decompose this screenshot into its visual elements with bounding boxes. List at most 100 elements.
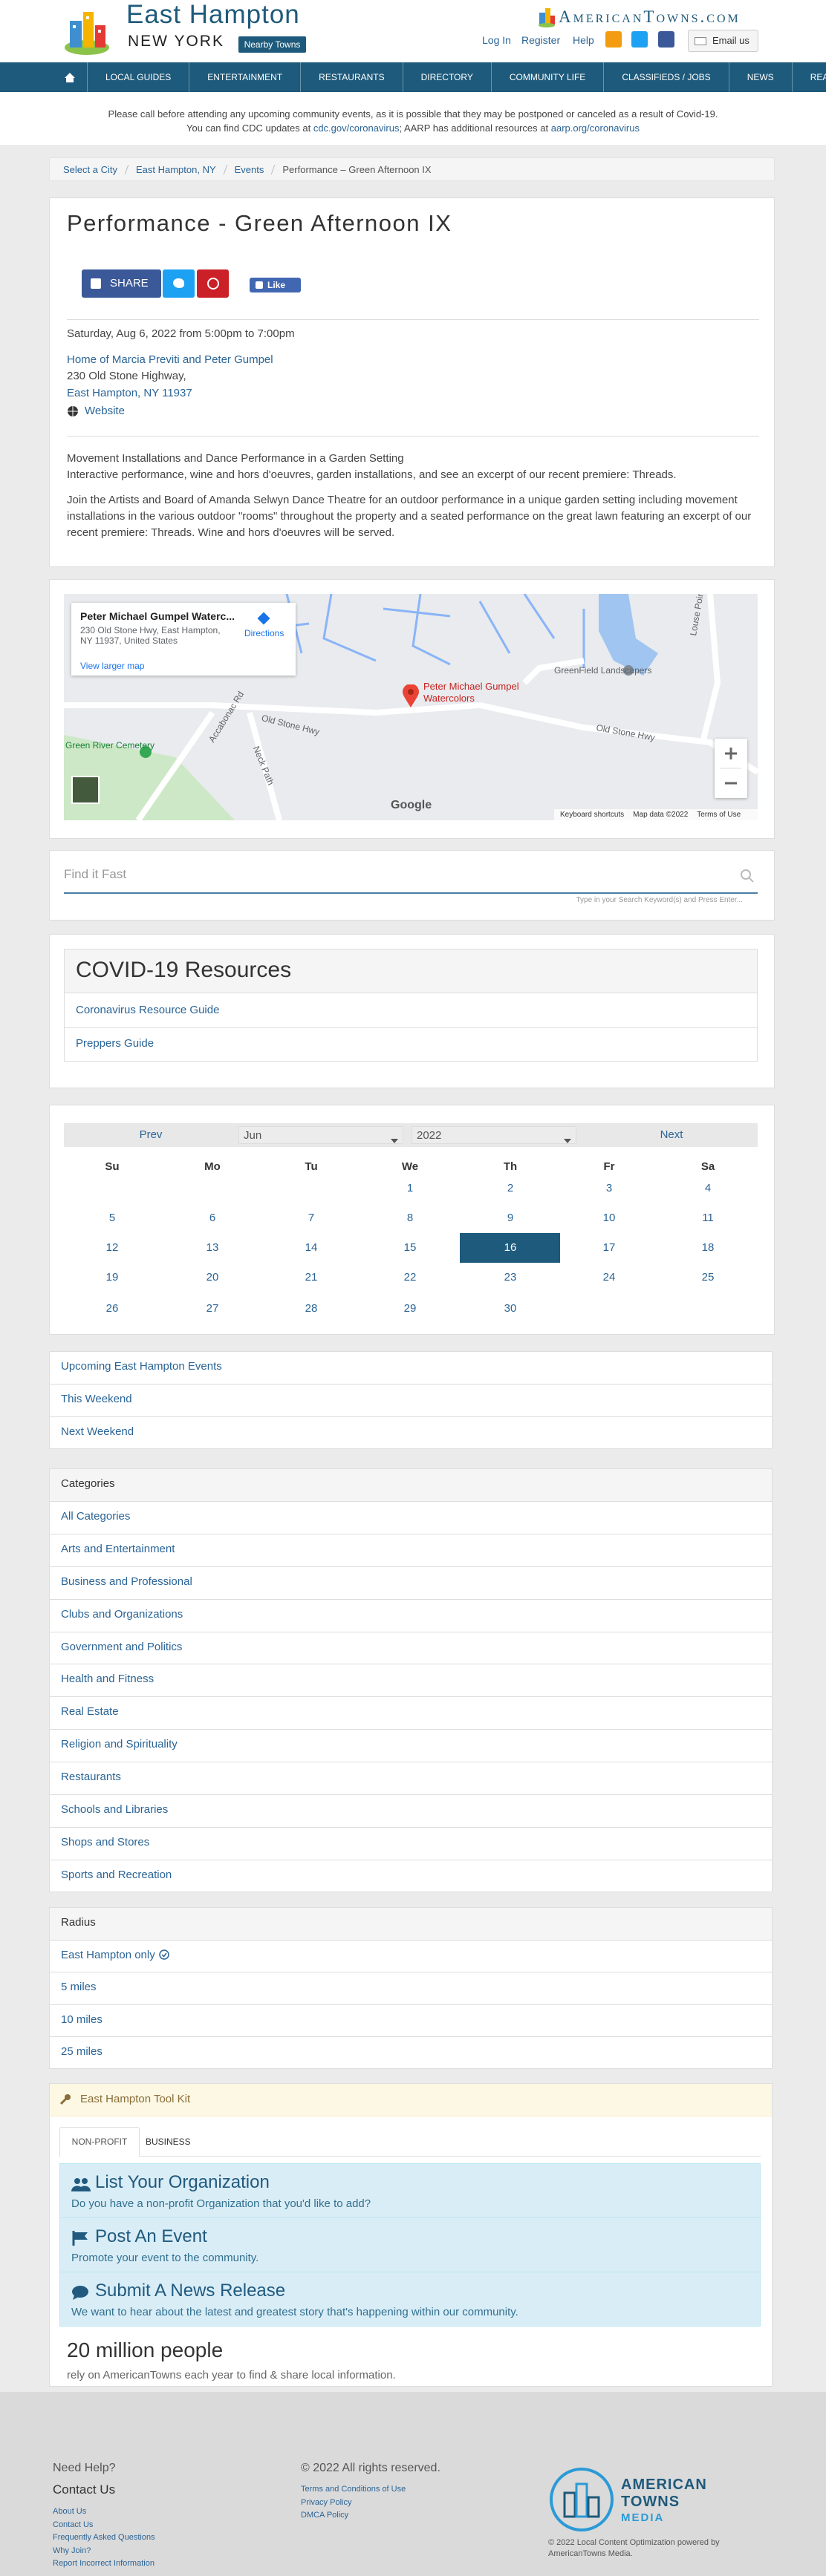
calendar-day[interactable]: 18 (701, 1241, 715, 1254)
calendar-day[interactable]: 28 (305, 1302, 318, 1315)
share-label[interactable]: SHARE (110, 277, 149, 290)
list-link[interactable]: 25 miles (61, 2045, 103, 2058)
footer-link[interactable]: About Us (53, 2507, 87, 2516)
notice-link[interactable]: aarp.org/coronavirus (550, 122, 640, 134)
header-link[interactable]: Log In (482, 34, 511, 46)
list-link[interactable]: Business and Professional (61, 1575, 192, 1588)
list-link[interactable]: Religion and Spirituality (61, 1738, 178, 1751)
list-link[interactable]: Sports and Recreation (61, 1868, 172, 1881)
list-link[interactable]: All Categories (61, 1509, 131, 1523)
calendar-day[interactable]: 23 (504, 1271, 517, 1284)
email-label[interactable]: Email us (712, 35, 749, 46)
footer-link[interactable]: Frequently Asked Questions (53, 2533, 155, 2542)
calendar-day[interactable]: 22 (403, 1271, 417, 1284)
calendar-select[interactable]: 2022 (412, 1126, 576, 1144)
calendar-day[interactable]: 8 (406, 1212, 414, 1224)
breadcrumb-item[interactable]: Events (234, 163, 264, 175)
calendar-day[interactable]: 30 (504, 1302, 517, 1315)
list-link[interactable]: East Hampton only (61, 1949, 169, 1961)
calendar-day[interactable]: 21 (305, 1271, 318, 1284)
footer-link[interactable]: Contact Us (53, 2520, 94, 2529)
calendar-day[interactable]: 5 (108, 1212, 116, 1224)
nav-item[interactable]: REAL ESTATE (793, 62, 826, 92)
covid-link[interactable]: Coronavirus Resource Guide (76, 1004, 220, 1016)
calendar-day[interactable]: 11 (702, 1212, 714, 1224)
footer-policy[interactable]: Privacy Policy (301, 2497, 352, 2507)
tab-label[interactable]: NON-PROFIT (71, 2137, 128, 2147)
calendar-day[interactable]: 17 (602, 1241, 616, 1254)
nav-item[interactable]: NEWS (729, 62, 793, 92)
list-link[interactable]: Restaurants (61, 1771, 121, 1784)
list-link[interactable]: Next Weekend (61, 1425, 134, 1438)
list-link[interactable]: Upcoming East Hampton Events (61, 1360, 222, 1373)
toolkit-item-title[interactable]: List Your Organization (95, 2172, 270, 2192)
calendar-day[interactable]: 27 (206, 1302, 219, 1315)
calendar-day[interactable]: 1 (406, 1182, 414, 1194)
pinterest-share[interactable] (197, 269, 229, 298)
search-input[interactable]: Find it Fast (64, 867, 127, 881)
like-button[interactable]: Like (250, 278, 301, 292)
zoom-control[interactable] (715, 739, 747, 798)
calendar-day[interactable]: 24 (602, 1271, 616, 1284)
nav-item[interactable]: RESTAURANTS (301, 62, 403, 92)
list-link[interactable]: This Weekend (61, 1393, 132, 1405)
map-directions[interactable]: Directions (244, 628, 284, 638)
breadcrumb-item[interactable]: East Hampton, NY (135, 163, 216, 175)
list-link[interactable]: Government and Politics (61, 1640, 183, 1653)
footer-policy[interactable]: Terms and Conditions of Use (301, 2485, 406, 2494)
calendar-day[interactable]: 4 (704, 1182, 712, 1194)
list-link[interactable]: Schools and Libraries (61, 1803, 169, 1816)
twitter-share[interactable] (163, 269, 195, 298)
venue-city[interactable]: East Hampton, NY 11937 (67, 387, 192, 399)
header-link[interactable]: Help (573, 34, 594, 46)
calendar-day[interactable]: 16 (504, 1241, 517, 1254)
calendar-day[interactable]: 9 (507, 1212, 514, 1224)
calendar-day[interactable]: 26 (105, 1302, 119, 1315)
calendar-day[interactable]: 10 (602, 1212, 616, 1224)
nav-item[interactable]: CLASSIFIEDS / JOBS (604, 62, 729, 92)
email-button[interactable]: Email us (688, 30, 758, 52)
like-label[interactable]: Like (267, 280, 286, 290)
calendar-day[interactable]: 15 (403, 1241, 417, 1254)
nearby-towns[interactable]: Nearby Towns (238, 36, 306, 53)
breadcrumb-item[interactable]: Select a City (63, 163, 117, 175)
covid-link[interactable]: Preppers Guide (76, 1037, 155, 1050)
calendar-day[interactable]: 25 (701, 1271, 715, 1284)
notice-link[interactable]: cdc.gov/coronavirus (313, 122, 400, 134)
map-larger-link[interactable]: View larger map (80, 661, 145, 671)
nav-item[interactable]: LOCAL GUIDES (88, 62, 190, 92)
map-footer-item[interactable]: Keyboard shortcuts (560, 811, 625, 819)
calendar-day[interactable]: 13 (206, 1241, 219, 1254)
calendar-day[interactable]: 20 (206, 1271, 219, 1284)
calendar-day[interactable]: 7 (308, 1212, 315, 1224)
calendar-next[interactable]: Next (660, 1128, 683, 1141)
nav-item[interactable]: ENTERTAINMENT (189, 62, 302, 92)
nav-item[interactable]: COMMUNITY LIFE (492, 62, 605, 92)
calendar-prev[interactable]: Prev (139, 1128, 163, 1141)
header-link[interactable]: Register (521, 34, 561, 46)
map-footer-item[interactable]: Terms of Use (697, 811, 741, 819)
toolkit-item-title[interactable]: Post An Event (95, 2226, 207, 2246)
list-link[interactable]: Shops and Stores (61, 1835, 150, 1848)
calendar-day[interactable]: 2 (507, 1182, 514, 1194)
list-link[interactable]: Arts and Entertainment (61, 1542, 175, 1555)
toolkit-item-title[interactable]: Submit A News Release (95, 2281, 286, 2301)
list-link[interactable]: Real Estate (61, 1705, 119, 1719)
calendar-day[interactable]: 29 (403, 1302, 417, 1315)
calendar-day[interactable]: 19 (105, 1271, 119, 1284)
website-link[interactable]: Website (85, 405, 125, 417)
calendar-day[interactable]: 3 (605, 1182, 613, 1194)
list-link[interactable]: 10 miles (61, 2013, 103, 2026)
list-link[interactable]: Health and Fitness (61, 1673, 155, 1686)
footer-link[interactable]: Why Join? (53, 2546, 91, 2555)
venue-link[interactable]: Home of Marcia Previti and Peter Gumpel (67, 353, 273, 366)
list-link[interactable]: 5 miles (61, 1981, 97, 1993)
footer-link[interactable]: Report Incorrect Information (53, 2559, 155, 2568)
calendar-day[interactable]: 14 (305, 1241, 318, 1254)
nav-item[interactable]: DIRECTORY (403, 62, 492, 92)
calendar-day[interactable]: 6 (209, 1212, 216, 1224)
list-link[interactable]: Clubs and Organizations (61, 1607, 183, 1621)
calendar-select[interactable]: Jun (238, 1126, 403, 1144)
calendar-select-value[interactable]: 2022 (417, 1129, 442, 1142)
footer-policy[interactable]: DMCA Policy (301, 2511, 349, 2520)
